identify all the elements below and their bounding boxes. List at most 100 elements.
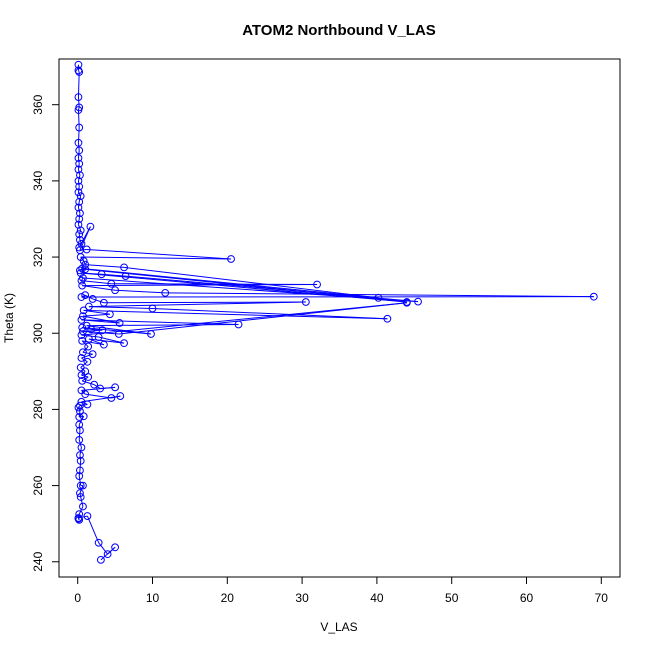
series-segment [77,70,80,73]
data-point [74,60,83,69]
chart-title: ATOM2 Northbound V_LAS [242,22,436,39]
series-segment [77,163,80,170]
series-segment [80,367,86,372]
data-point [78,336,87,345]
series-segment [78,470,81,477]
series-segment [80,256,232,260]
data-point [77,293,86,301]
data-point [78,376,87,385]
data-point [99,340,108,349]
series-segment [125,275,419,303]
x-tick-label: 60 [520,591,534,605]
data-point [88,295,97,303]
series-segment [152,307,388,320]
data-point [79,256,88,265]
series-segment [92,298,105,304]
x-tick-label: 70 [595,591,609,605]
data-point [161,288,170,297]
y-tick-label: 340 [31,171,45,191]
data-point [116,392,125,400]
y-axis-label: Theta (K) [2,293,16,343]
series-segment [81,302,407,336]
data-point [75,435,84,444]
series-segment [86,323,239,327]
x-tick-label: 30 [295,591,309,605]
y-tick-label: 280 [31,399,45,419]
data-point [76,209,84,218]
series-segment [98,336,125,344]
series-segment [82,283,318,287]
data-point [301,298,310,306]
data-point [87,325,96,334]
series-segment [80,361,88,368]
data-point [79,412,88,421]
y-axis: 240 260 280 300 320 340 360 [31,94,60,572]
series-segment [77,186,80,193]
data-point [78,264,87,273]
data-point [75,123,84,132]
data-point [75,420,84,429]
series-segment [77,157,80,164]
series-segment [77,218,80,225]
data-point [74,203,83,212]
data-point [79,502,87,511]
y-tick-label: 360 [31,94,45,114]
series-segment [82,327,152,335]
series-segment [124,266,379,299]
series-segment [77,71,80,98]
data-point [74,514,83,522]
series-segment [83,309,110,315]
data-point [120,339,128,348]
data-point [76,451,84,460]
data-point [77,354,86,362]
data-point [76,269,85,277]
data-point [79,306,88,315]
series-segment [81,280,112,285]
data-point [402,298,411,307]
x-tick-label: 0 [74,591,81,605]
data-point [76,363,85,372]
series-segment [77,127,80,143]
data-point [374,293,383,302]
series-segment [77,110,80,128]
series-segment [78,411,81,418]
data-point [97,270,106,279]
y-tick-label: 240 [31,551,45,571]
data-point [107,394,116,402]
series-segment [88,301,306,308]
y-tick-label: 300 [31,323,45,343]
data-point [75,68,84,76]
data-point [81,265,90,274]
series-segment [83,309,388,320]
series-points [74,60,598,564]
data-point [86,222,95,231]
series-segment [86,515,100,543]
data-point [77,316,86,324]
series-segment [82,315,120,324]
x-tick-label: 40 [370,591,384,605]
series-segment [81,340,89,347]
data-point [78,323,87,332]
series-segment [82,267,379,299]
series-segment [82,351,93,355]
data-point [111,286,119,295]
data-point [76,466,84,475]
data-point [383,314,392,323]
data-point [79,327,87,336]
data-point [76,456,85,465]
data-point [76,401,84,410]
series-segment [79,226,91,251]
data-point [76,493,85,501]
series-segment [78,506,84,515]
data-point [81,291,90,300]
data-point [76,426,84,435]
x-tick-label: 50 [445,591,459,605]
data-point [75,159,84,168]
data-point [83,400,92,409]
series-segment [86,248,232,260]
series-segment [81,386,116,391]
series-segment [77,97,80,108]
series-segment [85,393,112,399]
series-segment [78,213,81,220]
